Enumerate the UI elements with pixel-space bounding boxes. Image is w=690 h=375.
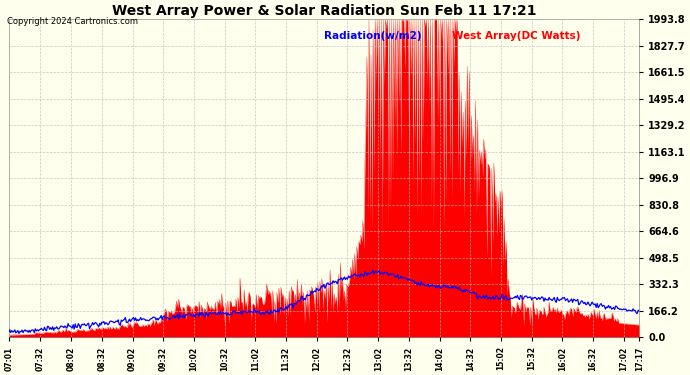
Title: West Array Power & Solar Radiation Sun Feb 11 17:21: West Array Power & Solar Radiation Sun F… <box>112 4 536 18</box>
Text: Radiation(w/m2): Radiation(w/m2) <box>324 32 422 41</box>
Text: Copyright 2024 Cartronics.com: Copyright 2024 Cartronics.com <box>7 17 138 26</box>
Text: West Array(DC Watts): West Array(DC Watts) <box>452 32 580 41</box>
